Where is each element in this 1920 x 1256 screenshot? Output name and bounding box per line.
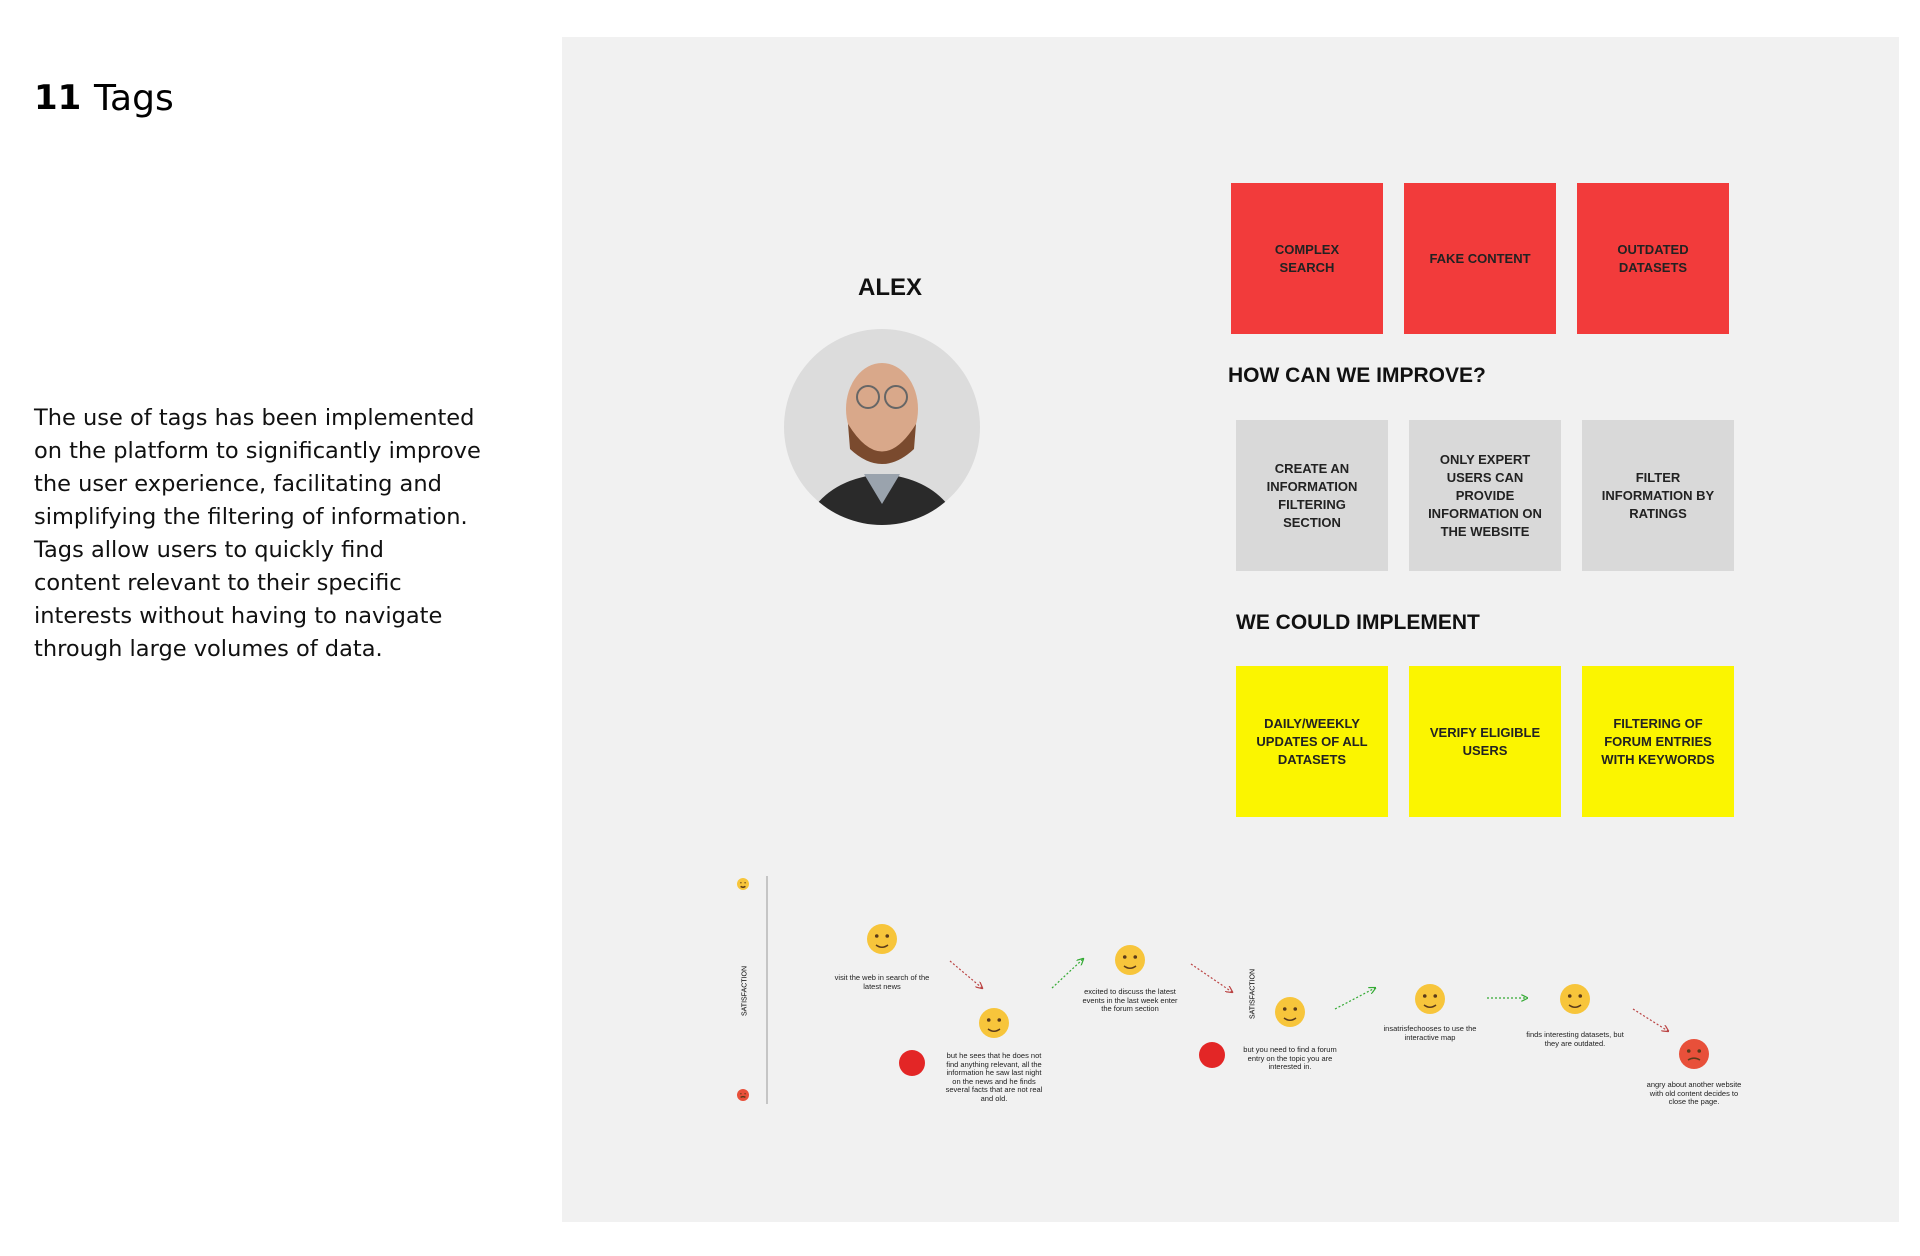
- section-title: Tags: [94, 78, 174, 119]
- emoji: [1415, 984, 1445, 1014]
- description-line: content relevant to their specific: [34, 570, 402, 596]
- description-line: the user experience, facilitating and: [34, 471, 442, 497]
- step-caption: but you need to find a forum entry on th…: [1243, 1045, 1337, 1071]
- pain-point: [1199, 1042, 1225, 1068]
- arrows: [949, 959, 1668, 1031]
- emoji: [1115, 945, 1145, 975]
- implement-title: WE COULD IMPLEMENT: [1236, 611, 1480, 634]
- pain-point: [899, 1050, 925, 1076]
- step-caption: angry about another website with old con…: [1646, 1080, 1742, 1106]
- description-line: simplifying the filtering of information…: [34, 504, 468, 530]
- emoji: [1679, 1039, 1709, 1069]
- description-line: Tags allow users to quickly find: [34, 537, 384, 563]
- emoji: [1275, 997, 1305, 1027]
- emoji: [737, 878, 749, 890]
- problem-note: OUTDATED DATASETS: [1577, 183, 1729, 334]
- improve-note: FILTER INFORMATION BY RATINGS: [1582, 420, 1734, 571]
- description: The use of tags has been implemented on t…: [34, 402, 481, 666]
- improve-note: ONLY EXPERT USERS CAN PROVIDE INFORMATIO…: [1409, 420, 1561, 571]
- emoji: [1560, 984, 1590, 1014]
- axis-label: SATISFACTION: [741, 965, 749, 1017]
- step-caption: finds interesting datasets, but they are…: [1526, 1030, 1624, 1048]
- improve-note: CREATE AN INFORMATION FILTERING SECTION: [1236, 420, 1388, 571]
- implement-note: DAILY/WEEKLY UPDATES OF ALL DATASETS: [1236, 666, 1388, 817]
- persona-photo: [784, 329, 980, 525]
- implement-note: FILTERING OF FORUM ENTRIES WITH KEYWORDS: [1582, 666, 1734, 817]
- step-caption: excited to discuss the latest events in …: [1082, 987, 1178, 1013]
- problem-note: COMPLEX SEARCH: [1231, 183, 1383, 334]
- emoji: [737, 1089, 749, 1101]
- description-line: interests without having to navigate: [34, 603, 443, 629]
- step-caption: but he sees that he does not find anythi…: [945, 1051, 1043, 1103]
- implement-note: VERIFY ELIGIBLE USERS: [1409, 666, 1561, 817]
- section-number: 11: [34, 78, 82, 118]
- improve-title: HOW CAN WE IMPROVE?: [1228, 364, 1486, 387]
- problem-note: FAKE CONTENT: [1404, 183, 1556, 334]
- description-line: The use of tags has been implemented: [34, 405, 475, 431]
- axis-label: SATISFACTION: [1249, 968, 1257, 1020]
- description-line: on the platform to significantly improve: [34, 438, 481, 464]
- step-caption: visit the web in search of the latest ne…: [834, 973, 930, 991]
- emoji: [979, 1008, 1009, 1038]
- emoji: [867, 924, 897, 954]
- persona-name: ALEX: [858, 274, 923, 301]
- description-line: through large volumes of data.: [34, 636, 383, 662]
- step-caption: insatrisfechooses to use the interactive…: [1383, 1024, 1477, 1042]
